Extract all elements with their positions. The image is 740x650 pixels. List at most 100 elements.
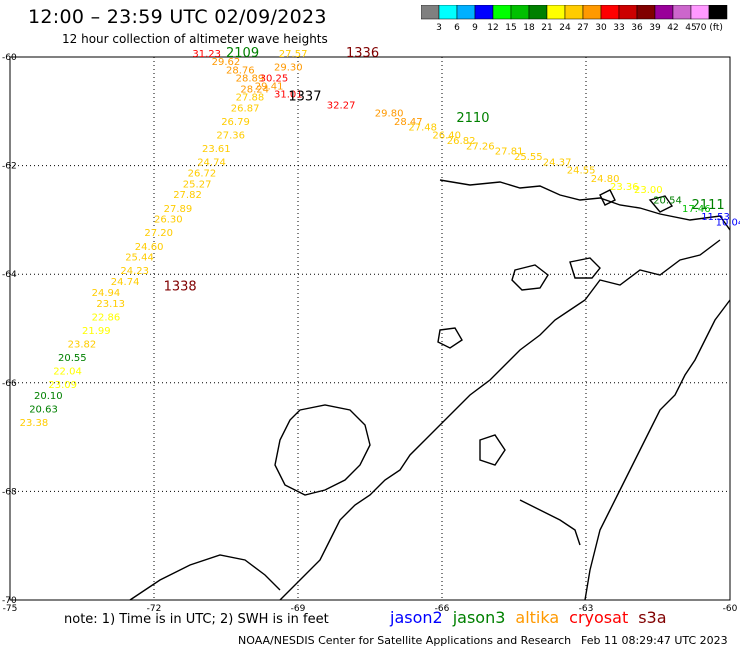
lat-lon-grid <box>10 57 730 600</box>
southern-coast <box>129 554 281 601</box>
latitude-label: -66 <box>2 379 17 389</box>
ice-shelf-edge <box>519 499 581 546</box>
footnote: note: 1) Time is in UTC; 2) SWH is in fe… <box>64 612 329 627</box>
pass-number-label: 2110 <box>456 111 489 126</box>
alexander-island-coast <box>274 404 371 496</box>
wave-height-value: 24.94 <box>92 288 121 299</box>
colorbar-tick-label: 18 <box>523 23 535 33</box>
colorbar-tick-label: 70 (ft) <box>695 23 723 33</box>
wave-height-value: 29.62 <box>212 57 241 68</box>
wave-height-value: 26.79 <box>221 117 250 128</box>
pass-number-label: 1336 <box>346 46 379 61</box>
wave-height-value: 24.74 <box>111 277 140 288</box>
wave-height-value: 10.04 <box>716 217 740 228</box>
latitude-label: -70 <box>2 596 17 606</box>
wave-height-value: 26.87 <box>231 103 260 114</box>
wave-height-value: 27.20 <box>144 228 173 239</box>
colorbar-tick-label: 21 <box>541 23 552 33</box>
legend-altika: altika <box>515 608 560 627</box>
legend-jason2: jason2 <box>390 608 443 627</box>
island-4 <box>599 189 616 206</box>
wave-height-value: 17.46 <box>682 204 711 215</box>
wave-height-value: 22.04 <box>53 367 82 378</box>
peninsula-east-coast <box>584 299 731 601</box>
colorbar-tick-label: 42 <box>667 23 678 33</box>
wave-height-value: 24.23 <box>120 266 149 277</box>
wave-height-value: 20.10 <box>34 391 63 402</box>
wave-height-value: 26.40 <box>432 130 461 141</box>
longitude-label: -66 <box>435 604 450 614</box>
wave-height-value: 27.48 <box>408 122 437 133</box>
wave-height-value: 26.82 <box>447 136 476 147</box>
longitude-label: -72 <box>147 604 162 614</box>
wave-height-value: 23.82 <box>68 340 97 351</box>
wave-height-value: 20.55 <box>58 353 87 364</box>
island-3 <box>437 327 463 349</box>
wave-height-value: 29.41 <box>255 82 284 93</box>
wave-height-value: 26.30 <box>154 215 183 226</box>
wave-height-value: 27.89 <box>164 204 193 215</box>
latitude-label: -64 <box>2 270 17 280</box>
wave-height-value: 23.36 <box>610 182 639 193</box>
island-5 <box>648 195 674 213</box>
generated-timestamp: Feb 11 08:29:47 UTC 2023 <box>581 634 728 647</box>
legend-cryosat: cryosat <box>569 608 629 627</box>
longitude-label: -75 <box>3 604 18 614</box>
island-1 <box>511 264 549 291</box>
wave-height-value: 28.24 <box>240 84 269 95</box>
wave-height-value: 23.38 <box>20 418 49 429</box>
colorbar-tick-label: 45 <box>685 23 696 33</box>
wave-height-value: 21.99 <box>82 326 111 337</box>
wave-height-value: 31.23 <box>192 49 221 60</box>
credit-line: NOAA/NESDIS Center for Satellite Applica… <box>238 634 728 647</box>
coastline <box>129 179 731 601</box>
colorbar-tick-label: 36 <box>631 23 643 33</box>
wave-height-value: 27.82 <box>173 190 202 201</box>
longitude-label: -63 <box>579 604 594 614</box>
credit-text: NOAA/NESDIS Center for Satellite Applica… <box>238 634 572 647</box>
peninsula-west-coast <box>279 239 721 601</box>
wave-height-value: 32.27 <box>327 101 356 112</box>
wave-height-value: 29.30 <box>274 63 303 74</box>
island-2 <box>569 257 601 279</box>
wave-height-value: 23.00 <box>634 185 663 196</box>
wave-height-value: 24.80 <box>591 174 620 185</box>
wave-height-value: 27.36 <box>216 130 245 141</box>
map-frame <box>9 56 731 601</box>
colorbar-tick-label: 27 <box>577 23 588 33</box>
wave-height-value: 20.63 <box>29 405 58 416</box>
wave-height-value: 23.13 <box>96 299 125 310</box>
wave-height-value: 24.55 <box>567 166 596 177</box>
longitude-label: -69 <box>291 604 306 614</box>
wave-height-value: 27.81 <box>495 147 524 158</box>
colorbar-tick-label: 6 <box>454 23 460 33</box>
antarctic-peninsula-coast <box>439 179 731 231</box>
colorbar-tick-label: 9 <box>472 23 478 33</box>
wave-height-value: 23.61 <box>202 144 231 155</box>
pass-number-label: 2111 <box>692 198 725 213</box>
colorbar-swatch <box>708 5 728 20</box>
wave-height-value: 25.44 <box>125 253 154 264</box>
wave-height-value: 23.09 <box>48 380 77 391</box>
colorbar-tick-label: 15 <box>505 23 516 33</box>
map-title: 12:00 – 23:59 UTC 02/09/2023 <box>28 6 327 28</box>
latitude-label: -68 <box>2 487 17 497</box>
wave-height-value: 28.89 <box>236 73 265 84</box>
colorbar-tick-label: 12 <box>487 23 498 33</box>
pass-number-label: 1338 <box>164 279 197 294</box>
map-subtitle: 12 hour collection of altimeter wave hei… <box>62 32 328 46</box>
wave-height-value: 27.88 <box>236 92 265 103</box>
colorbar-tick-label: 33 <box>613 23 624 33</box>
colorbar-tick-label: 39 <box>649 23 661 33</box>
pass-number-label: 1337 <box>288 89 321 104</box>
wave-height-value: 29.80 <box>375 109 404 120</box>
wave-height-value: 27.57 <box>279 49 308 60</box>
wave-height-value: 24.74 <box>197 158 226 169</box>
wave-height-value: 20.54 <box>653 196 682 207</box>
legend-jason3: jason3 <box>452 608 506 627</box>
island-6 <box>479 434 506 466</box>
wave-height-value: 25.27 <box>183 179 212 190</box>
wave-height-value: 27.26 <box>466 141 495 152</box>
longitude-labels: -75 -72 -69 -66 -63 -60 <box>3 604 738 614</box>
